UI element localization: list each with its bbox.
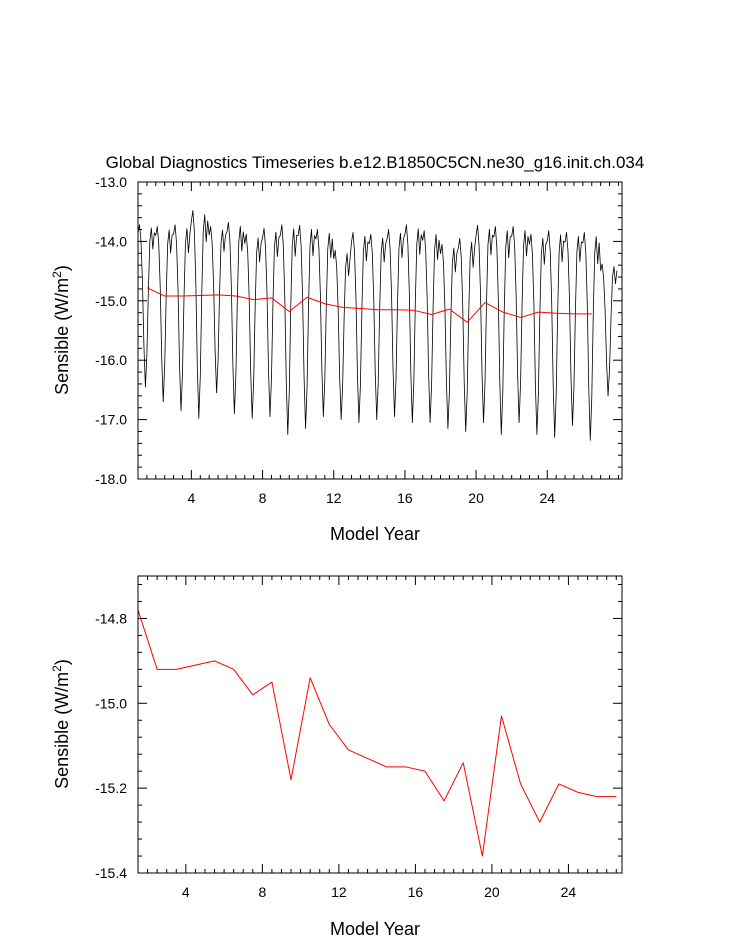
panel1-y-tick-label: -16.0 <box>95 352 127 368</box>
panel1-y-tick-label: -14.0 <box>95 233 127 249</box>
panel1-y-axis-label-close: ) <box>52 265 72 271</box>
panel2-x-tick-label: 8 <box>258 884 266 900</box>
panel2-axes: 4 8 12 16 20 24 -15.4 -15.2 -15.0 -14.8 <box>95 576 622 900</box>
panel2-x-axis-label: Model Year <box>330 919 420 939</box>
panel2-y-tick-label: -15.4 <box>95 865 127 881</box>
chart-title: Global Diagnostics Timeseries b.e12.B185… <box>106 153 645 172</box>
panel2-x-tick-label: 16 <box>408 884 424 900</box>
panel1-data <box>137 210 618 441</box>
panel2-frame <box>137 575 623 874</box>
panel2-y-axis-label-close: ) <box>52 659 72 665</box>
timeseries-panel-annual: 4 8 12 16 20 24 -15.4 -15.2 -15.0 -14.8 Model Yea… <box>50 575 623 939</box>
panel2-data <box>137 609 617 857</box>
panel1-y-axis-label: Sensible (W/m2) <box>50 265 72 395</box>
panel2-y-tick-label: -14.8 <box>95 610 127 626</box>
panel2-y-axis-label: Sensible (W/m2) <box>50 659 72 789</box>
panel1-frame <box>137 181 623 480</box>
panel2-y-axis-label-sup: 2 <box>50 665 64 672</box>
panel2-y-tick-label: -15.2 <box>95 780 127 796</box>
panel2-x-tick-label: 24 <box>561 884 577 900</box>
annual-mean-line <box>146 287 592 323</box>
panel1-x-tick-label: 24 <box>539 490 555 506</box>
panel1-x-tick-label: 8 <box>259 490 267 506</box>
panel1-y-axis-label-sup: 2 <box>50 271 64 278</box>
panel2-x-tick-label: 12 <box>331 884 347 900</box>
panel1-y-tick-label: -13.0 <box>95 174 127 190</box>
panel1-y-axis-label-text: Sensible (W/m <box>52 278 72 395</box>
panel1-y-tick-label: -15.0 <box>95 293 127 309</box>
panel1-y-tick-label: -18.0 <box>95 471 127 487</box>
timeseries-panel-monthly: Global Diagnostics Timeseries b.e12.B185… <box>50 153 644 544</box>
panel1-x-tick-label: 16 <box>397 490 413 506</box>
panel1-x-tick-label: 12 <box>326 490 342 506</box>
panel2-x-tick-label: 4 <box>182 884 190 900</box>
panel1-x-tick-label: 4 <box>187 490 195 506</box>
panel1-axes: 4 8 12 16 20 24 -18.0 -17.0 -16.0 -15.0 -14.0 -13.0 <box>95 174 622 506</box>
panel2-y-tick-label: -15.0 <box>95 695 127 711</box>
monthly-series-line <box>137 210 618 441</box>
panel2-x-tick-label: 20 <box>484 884 500 900</box>
panel2-y-axis-label-text: Sensible (W/m <box>52 672 72 789</box>
annual-mean-line <box>137 609 617 857</box>
panel1-x-tick-label: 20 <box>468 490 484 506</box>
panel1-x-axis-label: Model Year <box>330 524 420 544</box>
panel1-y-tick-label: -17.0 <box>95 412 127 428</box>
